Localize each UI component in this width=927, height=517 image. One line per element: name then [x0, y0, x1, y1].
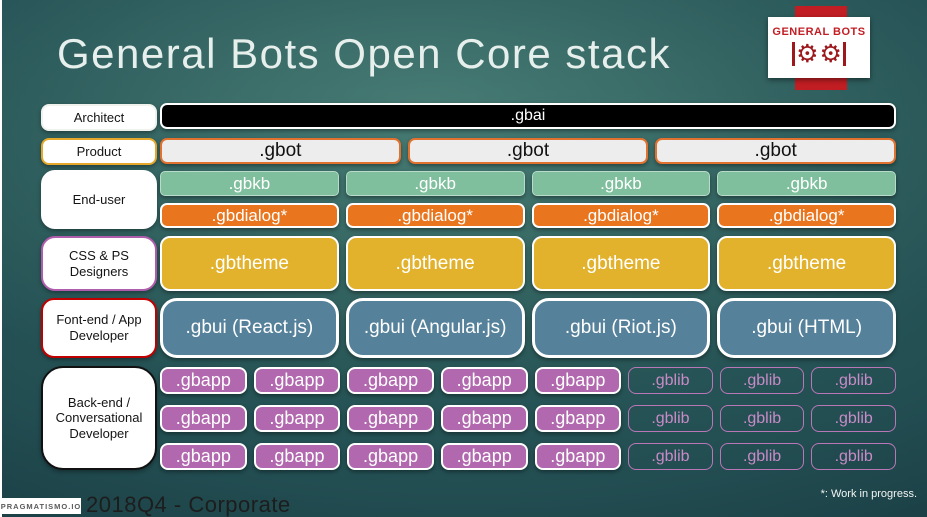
gbui-box: .gbui (React.js): [160, 298, 339, 358]
gbtheme-box: .gbtheme: [531, 236, 711, 291]
gblib-box: .gblib: [628, 367, 713, 394]
slide-left-edge: [0, 0, 2, 517]
gbot-row: .gbot .gbot .gbot: [160, 138, 897, 164]
gbot-box: .gbot: [655, 138, 897, 164]
gbtheme-box: .gbtheme: [160, 236, 339, 291]
gbui-box: .gbui (Angular.js): [345, 298, 525, 358]
gbui-box: .gbui (HTML): [717, 298, 896, 358]
backend-row-3: .gbapp .gbapp .gbapp .gbapp .gbapp .gbli…: [160, 443, 896, 470]
gears-icon: ⚙ ⚙: [792, 39, 846, 69]
gbapp-box: .gbapp: [253, 405, 341, 432]
backend-row-1: .gbapp .gbapp .gbapp .gbapp .gbapp .gbli…: [160, 367, 896, 394]
gbdialog-box: .gbdialog*: [345, 203, 525, 228]
row-label-architect: Architect: [41, 104, 157, 131]
gbapp-box: .gbapp: [160, 405, 247, 432]
gblib-box: .gblib: [811, 443, 896, 470]
row-label-css-ps-designers: CSS & PS Designers: [41, 236, 157, 291]
gblib-box: .gblib: [719, 405, 805, 432]
gbapp-box: .gbapp: [440, 405, 528, 432]
gbapp-box: .gbapp: [534, 443, 622, 470]
gbui-box: .gbui (Riot.js): [531, 298, 711, 358]
gear-icon: ⚙: [796, 39, 819, 68]
gbapp-box: .gbapp: [253, 443, 341, 470]
row-label-product: Product: [41, 138, 157, 165]
general-bots-logo: GENERAL BOTS ⚙ ⚙: [768, 17, 870, 78]
gbapp-box: .gbapp: [253, 367, 341, 394]
gbapp-box: .gbapp: [347, 443, 434, 470]
backend-row-2: .gbapp .gbapp .gbapp .gbapp .gbapp .gbli…: [160, 405, 896, 432]
row-label-frontend-app-developer: Font-end / App Developer: [41, 298, 157, 358]
gblib-box: .gblib: [628, 405, 713, 432]
gbtheme-box: .gbtheme: [345, 236, 525, 291]
slide-title: General Bots Open Core stack: [57, 30, 671, 77]
row-label-end-user: End-user: [41, 170, 157, 229]
gbkb-box: .gbkb: [531, 171, 711, 196]
gbkb-row: .gbkb .gbkb .gbkb .gbkb: [160, 171, 896, 196]
gbkb-box: .gbkb: [717, 171, 896, 196]
gear-axle-right: [842, 42, 846, 66]
gbai-row: .gbai: [160, 103, 896, 129]
gbapp-box: .gbapp: [160, 367, 247, 394]
gbdialog-box: .gbdialog*: [531, 203, 711, 228]
gblib-box: .gblib: [811, 405, 896, 432]
gbkb-box: .gbkb: [345, 171, 525, 196]
gbapp-box: .gbapp: [440, 367, 528, 394]
work-in-progress-footnote: *: Work in progress.: [820, 488, 917, 500]
gbapp-box: .gbapp: [534, 367, 622, 394]
gbdialog-row: .gbdialog* .gbdialog* .gbdialog* .gbdial…: [160, 203, 896, 228]
gblib-box: .gblib: [811, 367, 896, 394]
gear-axle-left: [792, 42, 796, 66]
pragmatismo-brand-badge: PRAGMATISMO.IO: [1, 498, 81, 514]
gbapp-box: .gbapp: [440, 443, 528, 470]
logo-title: GENERAL BOTS: [772, 26, 866, 38]
gbapp-box: .gbapp: [347, 405, 434, 432]
gbai-box: .gbai: [160, 103, 896, 129]
gbui-row: .gbui (React.js) .gbui (Angular.js) .gbu…: [160, 298, 896, 358]
row-label-backend-conversational-developer: Back-end / Conversational Developer: [41, 366, 157, 470]
gbdialog-box: .gbdialog*: [717, 203, 896, 228]
gbapp-box: .gbapp: [160, 443, 247, 470]
gbot-box: .gbot: [160, 138, 401, 164]
gblib-box: .gblib: [628, 443, 713, 470]
footer-label: 2018Q4 - Corporate: [86, 492, 291, 517]
gblib-box: .gblib: [719, 443, 805, 470]
gbapp-box: .gbapp: [534, 405, 622, 432]
gear-icon: ⚙: [819, 39, 842, 68]
gbkb-box: .gbkb: [160, 171, 339, 196]
gbot-box: .gbot: [407, 138, 649, 164]
gbdialog-box: .gbdialog*: [160, 203, 339, 228]
gbtheme-row: .gbtheme .gbtheme .gbtheme .gbtheme: [160, 236, 896, 291]
gbtheme-box: .gbtheme: [717, 236, 896, 291]
gblib-box: .gblib: [719, 367, 805, 394]
gbapp-box: .gbapp: [347, 367, 434, 394]
